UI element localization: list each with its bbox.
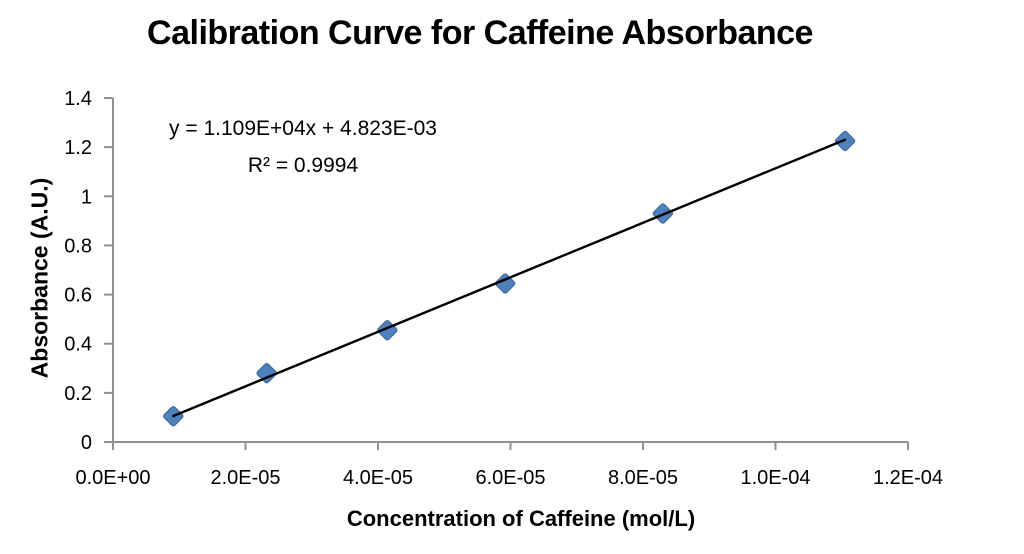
y-tick-label: 0.4 (64, 334, 92, 356)
y-tick-label: 0.8 (64, 235, 92, 257)
x-tick-label: 0.0E+00 (75, 467, 150, 489)
r-squared-label: R² = 0.9994 (247, 154, 359, 177)
trendline-equation: y = 1.109E+04x + 4.823E-03 (169, 117, 437, 140)
x-tick-label: 1.2E-04 (873, 467, 943, 489)
y-tick-label: 1.2 (64, 137, 92, 159)
trendline-annotation: y = 1.109E+04x + 4.823E-03 R² = 0.9994 (147, 110, 459, 184)
y-tick-label: 1.4 (64, 88, 92, 110)
x-tick-label: 8.0E-05 (608, 467, 678, 489)
x-tick-label: 1.0E-04 (740, 467, 810, 489)
y-axis-title: Absorbance (A.U.) (26, 177, 53, 379)
x-axis-title: Concentration of Caffeine (mol/L) (346, 506, 696, 531)
trendline (172, 138, 847, 418)
y-tick-label: 0.6 (64, 285, 92, 307)
y-tick-label: 1 (81, 186, 92, 208)
y-tick-label: 0.2 (64, 383, 92, 405)
chart-title: Calibration Curve for Caffeine Absorbanc… (147, 14, 813, 52)
x-tick-label: 6.0E-05 (475, 467, 545, 489)
x-tick-label: 4.0E-05 (343, 467, 413, 489)
x-tick-label: 2.0E-05 (210, 467, 280, 489)
y-tick-label: 0 (81, 432, 92, 454)
